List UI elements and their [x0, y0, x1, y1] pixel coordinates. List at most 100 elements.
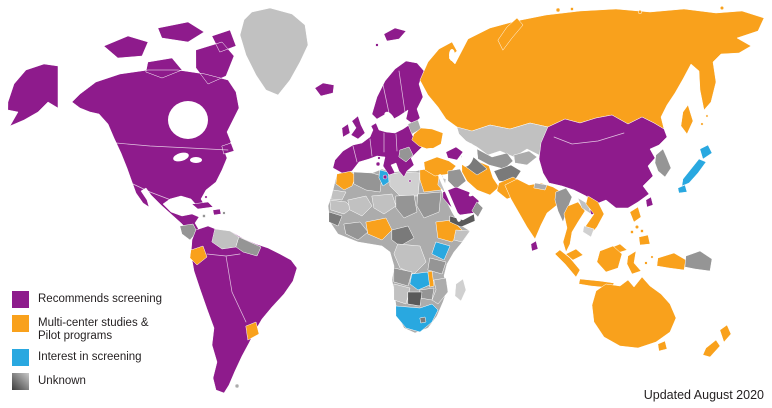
philippines-luzon: [629, 206, 642, 223]
region-somalia: [453, 229, 471, 243]
region-korea: [654, 148, 672, 178]
region-sakhalin: [680, 104, 694, 135]
japan-honshu: [681, 158, 707, 187]
red-sea-water: [438, 174, 461, 222]
japan-hokkaido: [699, 144, 713, 160]
region-papua-new-guinea: [684, 250, 713, 272]
legend-item-unknown: Unknown: [12, 373, 162, 390]
region-iceland: [314, 82, 335, 97]
region-greenland: [239, 7, 309, 96]
region-ireland: [341, 123, 351, 138]
region-cuba: [191, 201, 214, 210]
legend-item-multicenter: Multi-center studies & Pilot programs: [12, 315, 162, 342]
region-mozambique: [431, 277, 449, 305]
multicenter-label: Multi-center studies & Pilot programs: [38, 317, 149, 342]
region-uk: [350, 115, 366, 140]
great-lakes-water-2: [190, 157, 202, 163]
recommends-swatch: [12, 291, 29, 308]
region-western-sahara: [330, 189, 347, 201]
region-namibia: [393, 283, 411, 305]
region-angola: [393, 267, 413, 287]
region-thailand: [562, 201, 586, 253]
region-sudan: [416, 191, 442, 219]
region-balkan-patch: [398, 146, 414, 163]
region-zimbabwe: [419, 287, 435, 301]
region-mali: [347, 195, 373, 217]
region-uzbekistan: [476, 148, 514, 170]
canada-usa-border: [115, 142, 229, 151]
region-philippines: [629, 206, 651, 246]
region-europe-mainland: [332, 122, 423, 178]
region-cambodia: [582, 225, 595, 238]
region-mauritania: [329, 199, 353, 215]
unknown-label: Unknown: [38, 375, 86, 387]
region-nepal: [533, 182, 548, 191]
multicenter-swatch: [12, 315, 29, 332]
region-bahamas: [204, 195, 208, 199]
region-kenya: [431, 241, 451, 261]
region-taiwan: [645, 196, 654, 208]
severnaya-zemlya-2: [570, 7, 574, 11]
region-botswana: [407, 291, 423, 307]
region-lesotho: [419, 316, 427, 324]
region-china-mongolia: [538, 114, 668, 209]
region-kyrgyz-tajik: [513, 150, 538, 166]
region-zambia: [409, 271, 433, 291]
region-iraq: [447, 168, 467, 190]
severnaya-zemlya: [555, 7, 561, 13]
region-japan: [677, 144, 713, 194]
region-jamaica: [202, 214, 206, 218]
region-cameroon-car: [391, 225, 415, 247]
updated-date-note: Updated August 2020: [643, 388, 764, 402]
region-ivory-ghana: [343, 221, 369, 241]
kuril-islands-2: [705, 114, 709, 118]
region-tasmania: [657, 340, 668, 352]
philippines-visayas-2: [630, 230, 634, 234]
region-puerto-rico: [222, 211, 226, 215]
wrangel-island: [719, 5, 725, 11]
unknown-swatch: [12, 373, 29, 390]
japan-kyushu: [677, 184, 688, 194]
europe-country-borders: [352, 70, 406, 163]
philippines-visayas-3: [640, 229, 644, 233]
region-ecuador: [189, 245, 208, 266]
region-kazakhstan: [456, 122, 552, 158]
region-novaya-zemlya: [497, 17, 524, 51]
moluccas-2: [650, 255, 654, 259]
world-map: [7, 5, 765, 394]
okhotsk-sea-water: [680, 80, 696, 104]
corsica: [377, 156, 381, 160]
kuril-islands: [700, 122, 704, 126]
region-newfoundland: [221, 142, 235, 155]
great-lakes-water: [173, 152, 189, 162]
persian-gulf-water: [468, 189, 478, 197]
region-svalbard: [383, 27, 407, 42]
region-madagascar: [454, 278, 467, 302]
region-niger: [371, 193, 397, 215]
region-north-america: [7, 21, 240, 248]
crete: [408, 179, 412, 183]
region-guyanas: [235, 236, 262, 257]
interest-label: Interest in screening: [38, 351, 142, 363]
region-india: [504, 178, 564, 240]
region-algeria: [353, 171, 383, 193]
usa-mexico-border: [132, 183, 172, 201]
region-scandinavia: [371, 60, 425, 125]
mongolia-china-border: [553, 132, 625, 145]
region-laos: [577, 197, 592, 215]
region-south-america: [190, 225, 298, 394]
caspian-sea-water: [461, 143, 475, 167]
region-mediterranean-islands: [375, 156, 412, 183]
region-yemen: [449, 213, 476, 228]
region-russia: [419, 8, 765, 139]
baltic-sea-water: [384, 111, 396, 129]
region-hispaniola: [212, 208, 222, 216]
philippines-visayas: [634, 224, 640, 230]
region-chad: [395, 194, 418, 219]
region-oman: [471, 201, 484, 218]
region-south-africa: [395, 303, 439, 333]
region-arctic-russia-islands: [555, 5, 725, 126]
moluccas: [644, 261, 648, 265]
